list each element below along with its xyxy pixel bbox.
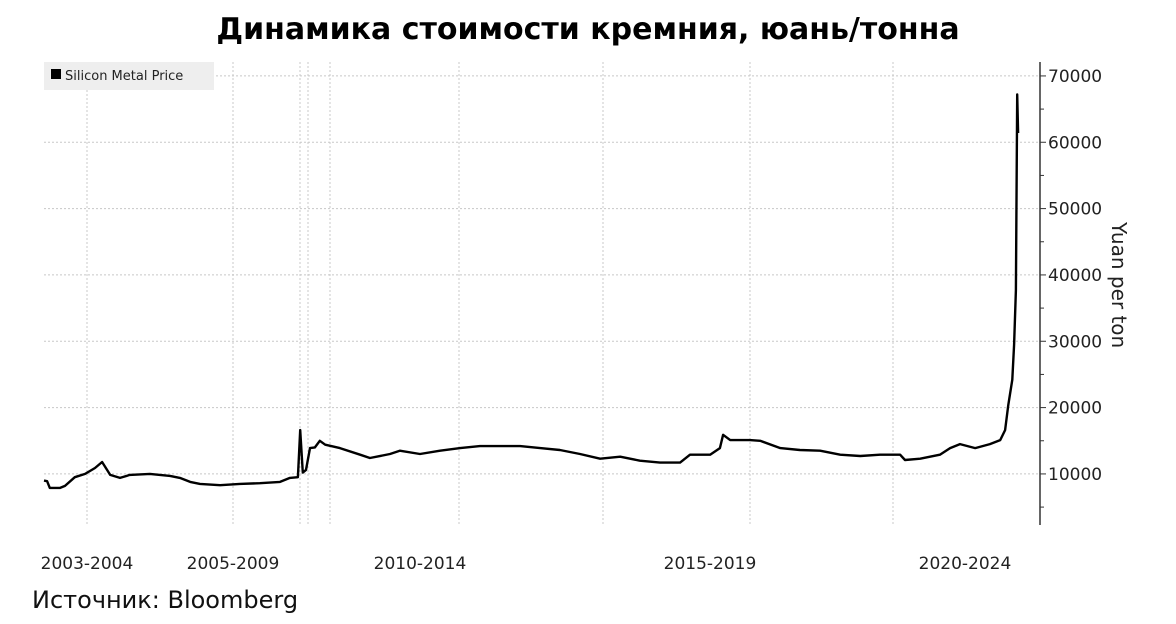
chart-title: Динамика стоимости кремния, юань/тонна bbox=[216, 12, 960, 47]
x-tick-label: 2010-2014 bbox=[374, 554, 467, 574]
y-tick-label: 40000 bbox=[1048, 266, 1102, 286]
y-axis: 10000 20000 30000 40000 50000 60000 70000 bbox=[1039, 62, 1102, 525]
price-line bbox=[43, 93, 1020, 490]
legend-box bbox=[44, 62, 214, 90]
y-tick-label: 10000 bbox=[1048, 465, 1102, 485]
legend-label: Silicon Metal Price bbox=[65, 69, 183, 84]
x-tick-label: 2020-2024 bbox=[919, 554, 1012, 574]
y-axis-title: Yuan per ton bbox=[1107, 221, 1131, 348]
series bbox=[43, 93, 1020, 490]
x-tick-label: 2003-2004 bbox=[41, 554, 134, 574]
y-tick-label: 30000 bbox=[1048, 332, 1102, 352]
y-tick-label: 60000 bbox=[1048, 133, 1102, 153]
x-tick-label: 2005-2009 bbox=[187, 554, 280, 574]
y-tick-label: 70000 bbox=[1048, 67, 1102, 87]
legend: Silicon Metal Price bbox=[44, 62, 214, 90]
y-tick-label: 20000 bbox=[1048, 399, 1102, 419]
y-tick-label: 50000 bbox=[1048, 200, 1102, 220]
x-tick-label: 2015-2019 bbox=[664, 554, 757, 574]
legend-swatch bbox=[51, 69, 61, 79]
source-note: Источник: Bloomberg bbox=[32, 586, 299, 614]
grid bbox=[44, 62, 1040, 525]
x-axis-labels: 2003-2004 2005-2009 2010-2014 2015-2019 2020… bbox=[41, 554, 1012, 574]
